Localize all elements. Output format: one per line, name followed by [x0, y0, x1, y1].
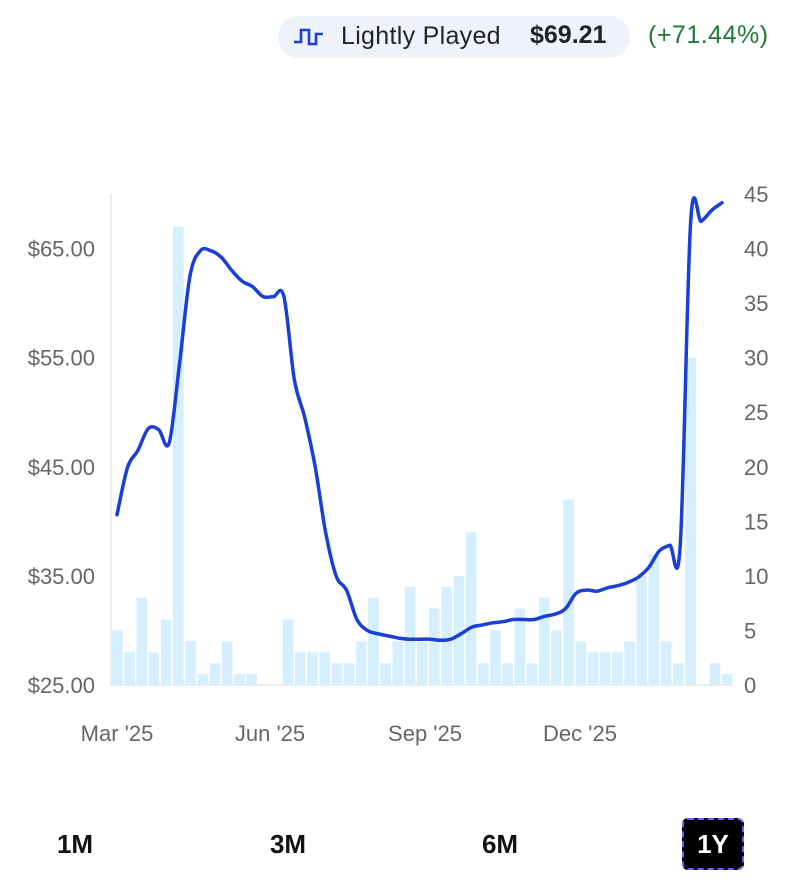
volume-bar [392, 641, 404, 685]
legend-series-label: Lightly Played [341, 22, 501, 50]
volume-tick-label: 40 [744, 237, 768, 262]
volume-tick-label: 45 [744, 182, 768, 207]
volume-tick-label: 10 [744, 564, 768, 589]
volume-tick-label: 5 [744, 618, 756, 643]
volume-bar [160, 619, 172, 685]
volume-bar [685, 357, 696, 685]
volume-bar [660, 641, 672, 685]
volume-bar [124, 652, 135, 685]
volume-bar [563, 499, 574, 685]
volume-bar [343, 663, 355, 685]
range-button-1m[interactable]: 1M [56, 828, 94, 859]
range-button-1y[interactable]: 1Y [682, 818, 744, 870]
price-chart: $25.00 $35.00 $45.00 $55.00 $65.00 0 5 10 15 20 25… [28, 182, 769, 746]
price-tick-label: $45.00 [28, 455, 95, 480]
price-tick-label: $55.00 [28, 346, 95, 371]
volume-bar [197, 674, 209, 685]
volume-bar [136, 597, 148, 685]
volume-bar [307, 652, 318, 685]
volume-bar [404, 586, 416, 685]
volume-bar [173, 226, 184, 685]
volume-tick-label: 25 [744, 400, 768, 425]
x-tick-label: Mar '25 [81, 721, 154, 746]
volume-bar [221, 641, 233, 685]
volume-bar [612, 652, 623, 685]
volume-tick-label: 15 [744, 509, 768, 534]
volume-bar [721, 674, 733, 685]
volume-bar [209, 663, 221, 685]
volume-bar [624, 641, 635, 685]
volume-tick-label: 35 [744, 291, 768, 316]
x-tick-label: Jun '25 [235, 721, 305, 746]
volume-bar [648, 554, 660, 685]
volume-bar [551, 630, 562, 685]
volume-bar [185, 641, 196, 685]
step-line-icon [294, 28, 323, 46]
volume-bar [234, 674, 245, 685]
volume-bar [331, 663, 343, 685]
price-tick-label: $25.00 [28, 673, 95, 698]
legend-price: $69.21 [530, 21, 607, 49]
volume-bar [148, 652, 160, 685]
volume-tick-label: 30 [744, 346, 768, 371]
volume-bar [575, 641, 587, 685]
volume-bar [587, 652, 599, 685]
price-tick-label: $65.00 [28, 237, 95, 262]
volume-bar [465, 532, 477, 685]
price-tick-label: $35.00 [28, 564, 95, 589]
volume-bar [416, 641, 428, 685]
x-tick-label: Sep '25 [388, 721, 462, 746]
volume-bar [355, 641, 367, 685]
volume-bar [526, 663, 538, 685]
range-button-6m[interactable]: 6M [481, 828, 519, 859]
x-tick-label: Dec '25 [543, 721, 617, 746]
volume-bar [441, 586, 452, 685]
volume-bar [477, 663, 489, 685]
volume-bar [380, 663, 391, 685]
volume-bar [319, 652, 330, 685]
volume-bar [709, 663, 721, 685]
volume-bar [282, 619, 294, 685]
legend-change: (+71.44%) [648, 21, 769, 49]
volume-bar [453, 575, 465, 685]
volume-bar [490, 630, 501, 685]
price-line [115, 196, 724, 643]
volume-bar [294, 652, 306, 685]
volume-tick-label: 20 [744, 455, 768, 480]
volume-bar [514, 608, 526, 685]
volume-bar [636, 575, 648, 685]
volume-tick-label: 0 [744, 673, 756, 698]
legend-pill[interactable] [278, 16, 630, 58]
volume-bar [246, 674, 257, 685]
volume-bar [112, 630, 123, 685]
range-button-3m[interactable]: 3M [269, 828, 307, 859]
volume-bar [599, 652, 611, 685]
volume-bar [538, 597, 550, 685]
volume-bar [673, 663, 684, 685]
volume-bar [429, 608, 440, 685]
volume-bar [502, 663, 513, 685]
volume-bar [368, 597, 379, 685]
